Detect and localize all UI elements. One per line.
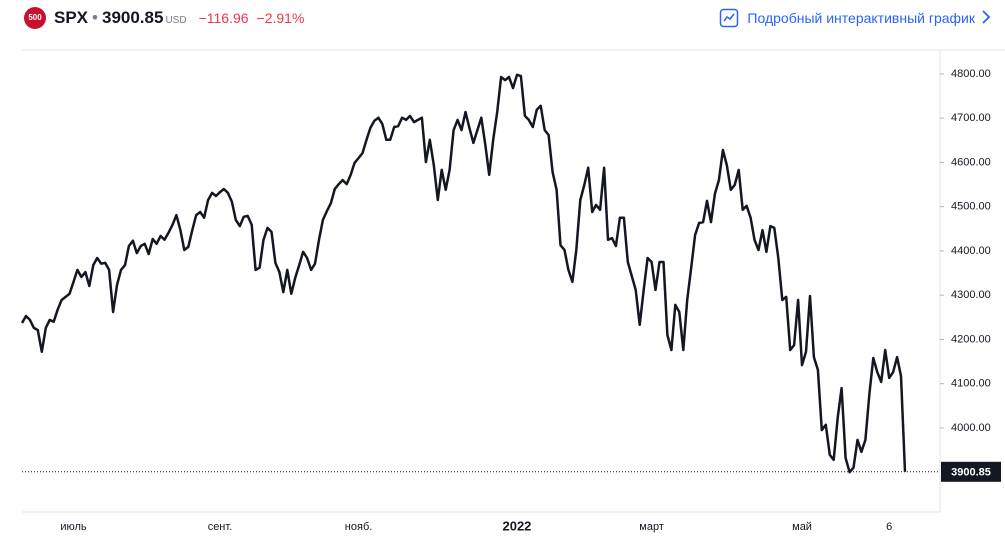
x-tick-label: июль (60, 521, 87, 533)
last-price-tag (941, 461, 1001, 482)
y-tick-label: 4100.00 (951, 378, 991, 390)
change: −116.96 (198, 10, 249, 26)
y-tick-label: 4400.00 (951, 245, 991, 257)
quote: SPX • 3900.85 USD −116.96 −2.91% (54, 8, 304, 28)
y-tick-label: 4300.00 (951, 289, 991, 301)
y-tick-label: 4000.00 (951, 422, 991, 434)
logo: 500 (24, 7, 46, 29)
price: 3900.85 (101, 8, 164, 27)
y-tick-label: 4200.00 (951, 333, 991, 345)
header: 500 SPX • 3900.85 USD −116.96 −2.91% Подробны… (0, 0, 1005, 38)
chart-icon (720, 8, 739, 28)
y-tick-label: 4700.00 (951, 112, 991, 124)
x-tick-label: май (792, 521, 812, 533)
y-tick-label: 4600.00 (951, 156, 991, 168)
x-tick-label: сент. (208, 521, 233, 533)
chart-link[interactable]: Подробный интерактивный график (719, 8, 975, 28)
y-tick-label: 4800.00 (951, 68, 991, 80)
symbol: SPX (54, 8, 89, 27)
price-line (20, 73, 907, 474)
currency: USD (165, 15, 187, 26)
chevron[interactable] (981, 9, 991, 25)
change-percent: −2.91% (256, 10, 305, 26)
x-tick-label: нояб. (345, 521, 373, 533)
last-price-label: 3900.85 (951, 467, 991, 479)
x-tick-label: 2022 (502, 518, 531, 533)
separator: • (92, 8, 98, 27)
link-text: Подробный интерактивный график (747, 10, 975, 26)
x-tick-label: 6 (886, 521, 892, 533)
y-tick-label: 4500.00 (951, 201, 991, 213)
x-tick-label: март (639, 521, 664, 533)
